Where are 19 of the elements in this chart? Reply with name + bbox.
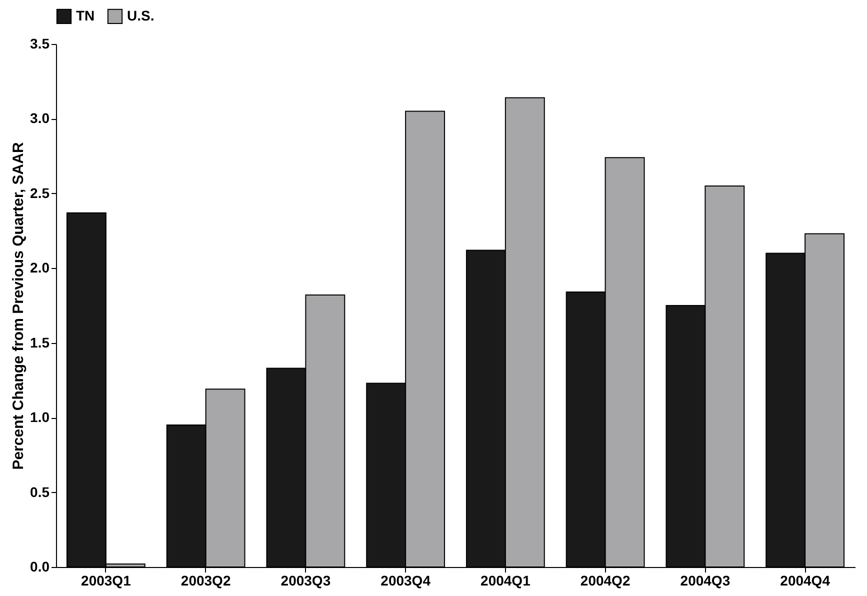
x-tick-label: 2003Q2 [180,572,231,588]
x-tick-label: 2003Q4 [380,572,431,588]
legend-label: TN [76,7,95,24]
y-tick-label: 2.5 [30,184,50,201]
y-tick-label: 0.5 [30,484,50,500]
y-tick-label: 3.0 [30,110,50,126]
x-tick-label: 2003Q3 [280,572,331,588]
y-tick-label: 1.5 [30,334,50,350]
y-tick-label: 2.0 [30,260,50,276]
y-axis-title: Percent Change from Previous Quarter, SAAR [10,142,28,470]
x-tick-label: 2004Q2 [580,572,630,588]
y-tick-label: 1.0 [30,409,50,426]
y-tick-label: 0.0 [30,558,50,574]
y-tick-label: 3.5 [30,36,50,52]
x-tick-label: 2003Q1 [81,572,132,588]
x-tick-label: 2004Q3 [680,572,730,588]
x-tick-label: 2004Q4 [780,572,830,588]
x-tick-label: 2004Q1 [480,572,531,588]
legend-label: U.S. [127,7,154,24]
